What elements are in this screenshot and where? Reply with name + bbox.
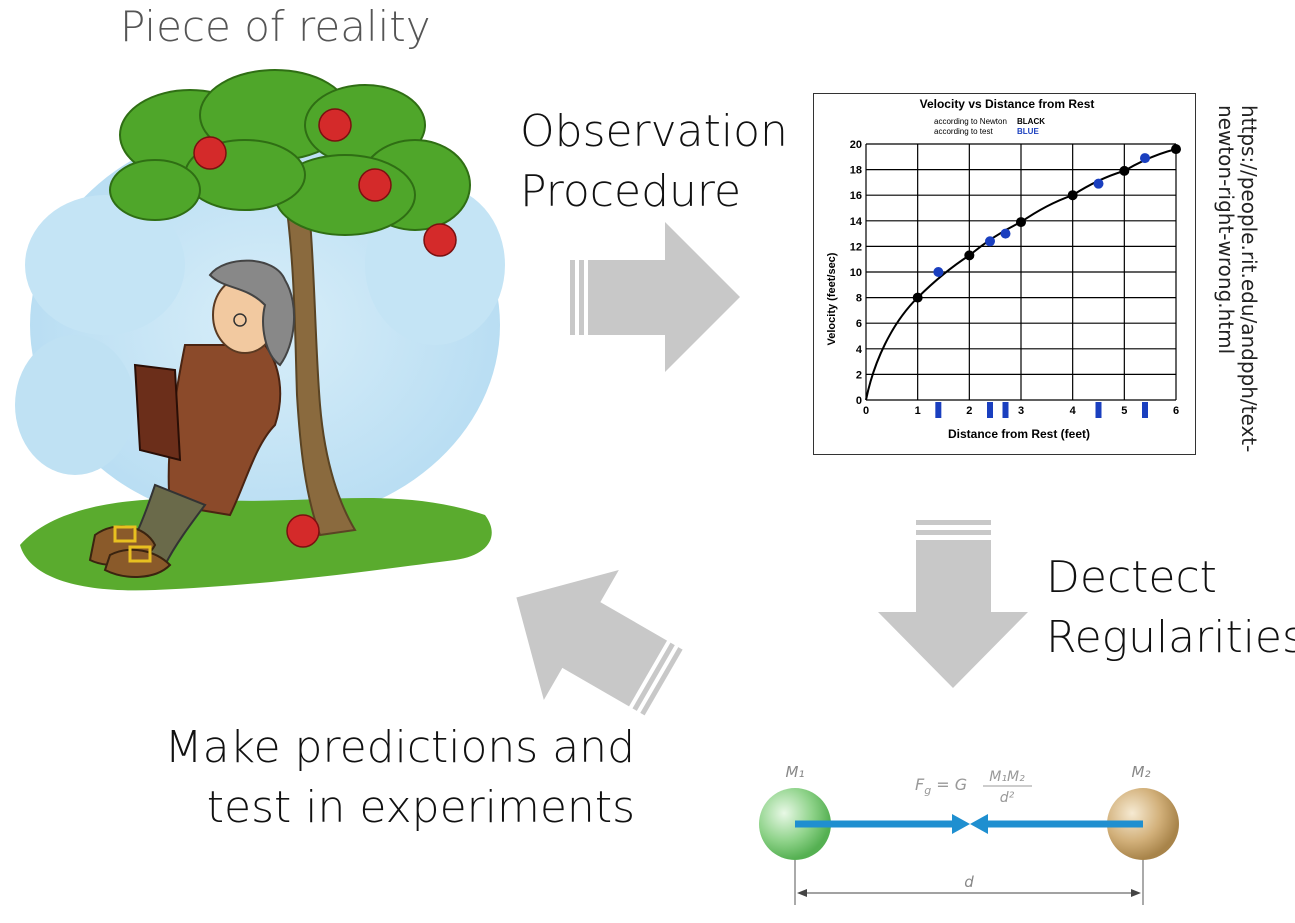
distance-label: d bbox=[964, 873, 974, 891]
y-tick-label: 4 bbox=[856, 344, 863, 356]
chart-grid bbox=[865, 143, 1177, 401]
observation-procedure-label: Observation Procedure bbox=[520, 102, 788, 222]
mass1-label: M₁ bbox=[786, 763, 805, 781]
test-marker bbox=[935, 402, 942, 418]
chart-test-markers bbox=[935, 402, 1148, 418]
svg-text:M₁M₂: M₁M₂ bbox=[989, 769, 1025, 785]
arrow-up-left-icon bbox=[516, 570, 683, 716]
test-marker bbox=[1002, 402, 1009, 418]
observation-line2: Procedure bbox=[520, 166, 742, 217]
test-marker bbox=[1142, 402, 1148, 418]
tree-foliage bbox=[109, 69, 471, 236]
page-title: Piece of reality bbox=[120, 2, 431, 51]
velocity-chart-frame: Velocity vs Distance from Rest according… bbox=[813, 93, 1196, 455]
chart-title: Velocity vs Distance from Rest bbox=[920, 97, 1095, 111]
predict-line1: Make predictions and bbox=[164, 722, 635, 773]
y-tick-label: 14 bbox=[850, 216, 863, 228]
mass2-label: M₂ bbox=[1132, 763, 1151, 781]
test-point bbox=[933, 267, 944, 277]
newton-illustration bbox=[15, 69, 505, 591]
test-point bbox=[1093, 178, 1104, 189]
newton-point bbox=[1067, 190, 1078, 201]
gravity-formula: Fg = G M₁M₂ d² bbox=[915, 769, 1032, 806]
make-predictions-label: Make predictions and test in experiments bbox=[130, 718, 635, 838]
url-line1: https://people.rit.edu/andpph/text- bbox=[1237, 105, 1261, 452]
chart-x-ticks: 0 1 2 3 4 5 6 bbox=[863, 405, 1179, 417]
y-tick-label: 16 bbox=[850, 190, 862, 202]
y-tick-label: 8 bbox=[856, 293, 862, 305]
observation-line1: Observation bbox=[520, 106, 788, 157]
x-tick-label: 6 bbox=[1173, 405, 1179, 417]
detect-line2: Regularities bbox=[1046, 612, 1295, 663]
y-tick-label: 2 bbox=[856, 369, 862, 381]
test-point bbox=[985, 236, 995, 247]
y-tick-label: 20 bbox=[850, 139, 862, 151]
chart-y-label: Velocity (feet/sec) bbox=[826, 252, 838, 345]
newton-point bbox=[1119, 165, 1130, 176]
x-tick-label: 5 bbox=[1121, 405, 1127, 417]
x-tick-label: 1 bbox=[915, 405, 921, 417]
y-tick-label: 0 bbox=[856, 395, 862, 407]
test-marker bbox=[987, 402, 993, 418]
y-tick-label: 18 bbox=[850, 165, 862, 177]
url-line2: newton-right-wrong.html bbox=[1214, 105, 1238, 354]
x-tick-label: 4 bbox=[1070, 405, 1077, 417]
legend-key: BLACK bbox=[1017, 117, 1045, 126]
legend-label: according to test bbox=[934, 127, 993, 136]
newton-point bbox=[912, 292, 923, 303]
apples bbox=[193, 108, 457, 548]
newton-point bbox=[1171, 144, 1181, 155]
svg-text:Fg = G: Fg = G bbox=[915, 775, 967, 797]
detect-regularities-label: Dectect Regularities bbox=[1046, 548, 1295, 668]
detect-line1: Dectect bbox=[1046, 552, 1217, 603]
force-arrow-right-icon bbox=[952, 814, 970, 834]
grass bbox=[20, 498, 492, 591]
predict-line2: test in experiments bbox=[206, 782, 635, 833]
arrow-down-icon bbox=[878, 520, 1028, 688]
force-arrow-left-icon bbox=[970, 814, 988, 834]
chart-y-ticks: 0 2 4 6 8 10 12 14 16 18 20 bbox=[850, 139, 863, 407]
gravity-diagram: M₁ M₂ Fg = G M₁M₂ d² d bbox=[759, 763, 1179, 905]
newton-point bbox=[964, 250, 975, 261]
test-point bbox=[1140, 153, 1150, 164]
legend-label: according to Newton bbox=[934, 117, 1007, 126]
x-tick-label: 3 bbox=[1018, 405, 1024, 417]
y-tick-label: 10 bbox=[850, 267, 862, 279]
chart-points bbox=[912, 144, 1181, 303]
svg-text:d²: d² bbox=[1000, 790, 1015, 806]
y-tick-label: 12 bbox=[850, 241, 862, 253]
legend-key: BLUE bbox=[1017, 127, 1039, 136]
source-url[interactable]: https://people.rit.edu/andpph/text- newt… bbox=[1212, 105, 1272, 465]
x-tick-label: 2 bbox=[966, 405, 972, 417]
chart-x-label: Distance from Rest (feet) bbox=[948, 427, 1090, 441]
chart-legend: according to Newton BLACK according to tes… bbox=[934, 117, 1045, 136]
y-tick-label: 6 bbox=[856, 318, 862, 330]
x-tick-label: 0 bbox=[863, 405, 869, 417]
test-marker bbox=[1095, 402, 1102, 418]
arrow-right-icon bbox=[570, 222, 740, 372]
newton-point bbox=[1016, 217, 1026, 228]
velocity-chart: Velocity vs Distance from Rest according… bbox=[826, 97, 1181, 441]
newton-figure bbox=[88, 259, 296, 578]
test-point bbox=[1000, 228, 1011, 239]
